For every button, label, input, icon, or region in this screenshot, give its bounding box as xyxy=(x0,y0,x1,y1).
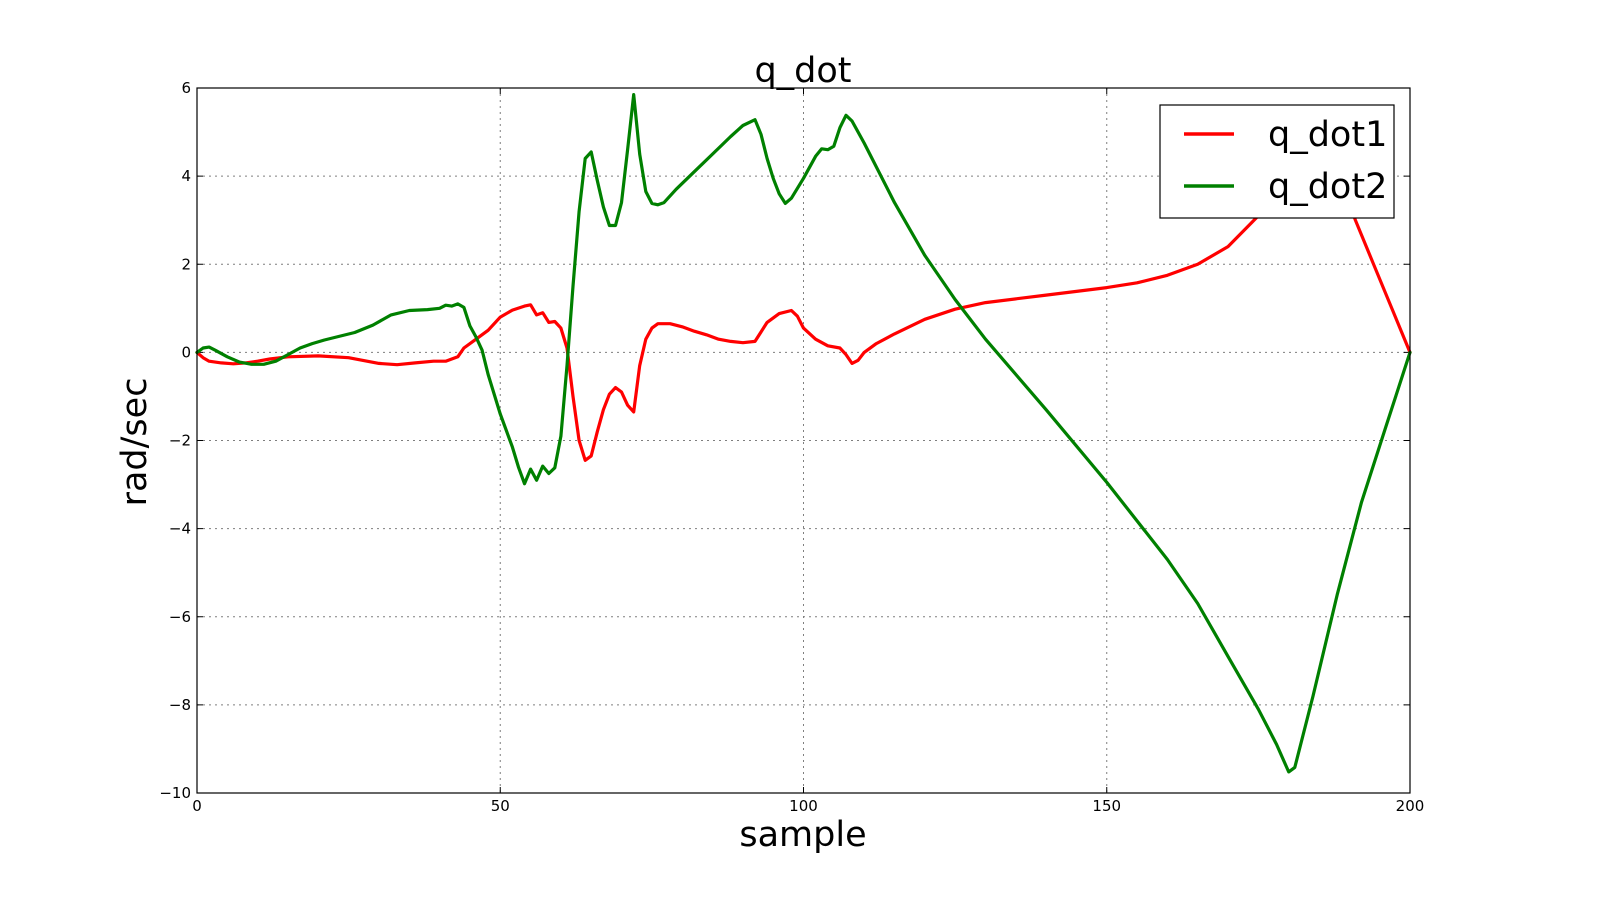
x-tick-label: 200 xyxy=(1396,797,1425,815)
y-tick-label: −6 xyxy=(169,608,191,626)
y-tick-label: −8 xyxy=(169,696,191,714)
legend: q_dot1 q_dot2 xyxy=(1159,104,1395,219)
legend-box xyxy=(1159,104,1395,219)
x-tick-label: 0 xyxy=(192,797,202,815)
x-tick-label: 150 xyxy=(1092,797,1121,815)
series-lines xyxy=(195,93,1412,774)
x-axis-label: sample xyxy=(739,815,866,855)
chart-title: q_dot xyxy=(754,51,851,91)
legend-label-q_dot1: q_dot1 xyxy=(1268,115,1387,155)
y-tick-label: 6 xyxy=(181,79,191,97)
axis-ticks: 0 50 100 150 200 −10 −8 −6 −4 −2 0 2 4 6 xyxy=(159,79,1424,815)
y-tick-label: −2 xyxy=(169,432,191,450)
x-tick-label: 50 xyxy=(491,797,510,815)
legend-label-q_dot2: q_dot2 xyxy=(1268,167,1387,207)
series-line-q_dot2 xyxy=(195,93,1412,774)
x-tick-label: 100 xyxy=(789,797,818,815)
y-tick-label: 0 xyxy=(181,343,191,361)
series-line-q_dot1 xyxy=(195,130,1412,462)
y-tick-label: −10 xyxy=(159,784,191,802)
y-tick-label: 2 xyxy=(181,255,191,273)
plot-area-frame xyxy=(196,87,1411,794)
y-tick-label: −4 xyxy=(169,520,191,538)
y-axis-label: rad/sec xyxy=(115,378,155,507)
y-tick-label: 4 xyxy=(181,167,191,185)
